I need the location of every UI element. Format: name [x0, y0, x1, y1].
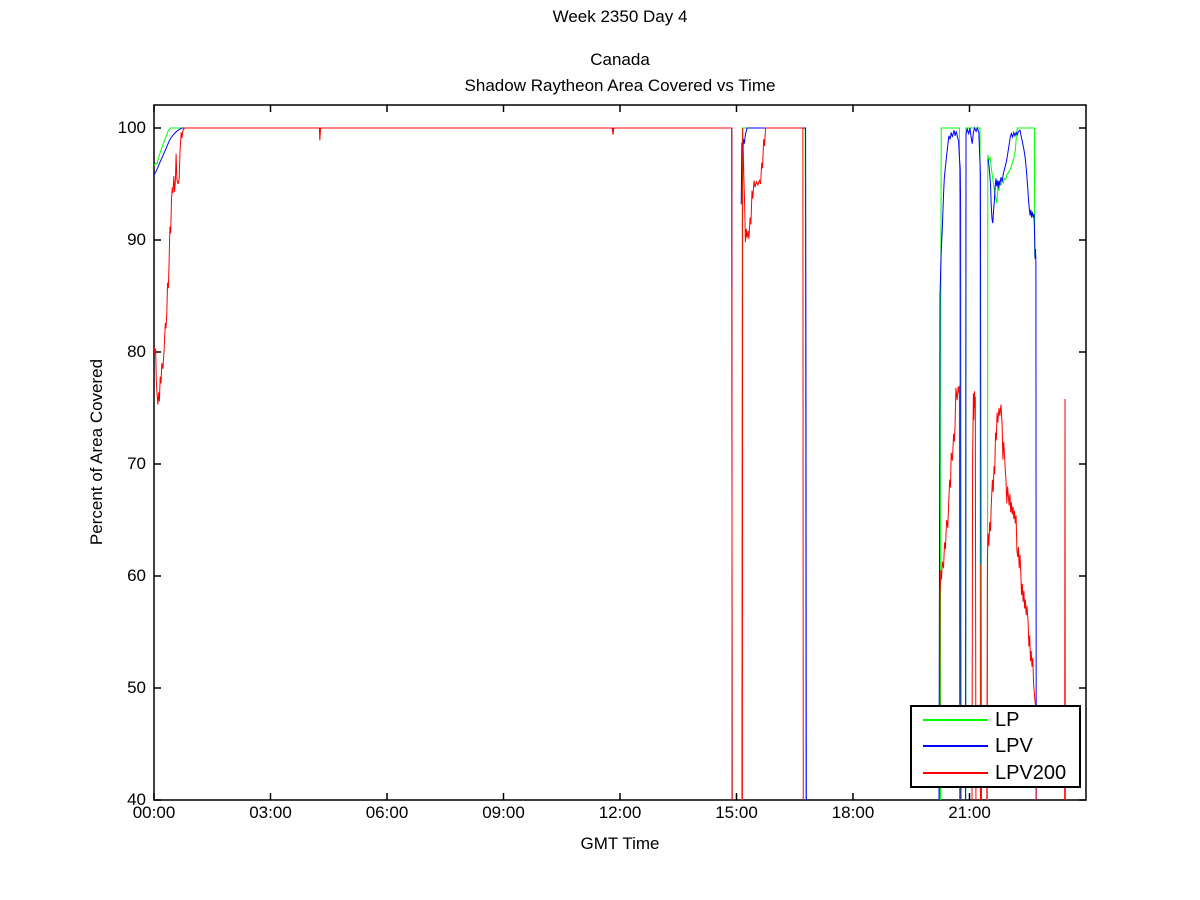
legend-row-lpv: LPV: [912, 736, 1079, 756]
y-tick-40: 40: [127, 790, 146, 809]
figure-suptitle: Week 2350 Day 4: [552, 7, 688, 26]
y-tick-80: 80: [127, 342, 146, 361]
legend-label-lpv: LPV: [995, 735, 1033, 758]
legend-label-lpv200: LPV200: [995, 761, 1067, 784]
axes-box: [153, 104, 1087, 801]
series-line-lpv: [154, 126, 1037, 800]
series-line-lpv200: [154, 127, 1066, 800]
series-line-lp: [154, 127, 1036, 800]
x-tick-1800: 18:00: [831, 803, 875, 822]
lp-line-swatch: [923, 719, 988, 722]
x-tick-2100: 21:00: [948, 803, 991, 822]
legend-row-lp: LP: [912, 710, 1079, 730]
y-tick-70: 70: [127, 454, 146, 473]
y-tick-50: 50: [127, 678, 146, 697]
lpv200-line-swatch: [923, 771, 988, 774]
x-tick-0000: 00:00: [132, 803, 176, 822]
y-tick-90: 90: [127, 230, 146, 249]
y-tick-60: 60: [127, 566, 146, 585]
y-axis-label: Percent of Area Covered: [87, 358, 106, 546]
chart-title: Canada: [590, 50, 650, 69]
x-tick-0900: 09:00: [482, 803, 525, 822]
x-tick-0300: 03:00: [249, 803, 292, 822]
x-tick-1200: 12:00: [598, 803, 642, 822]
legend-row-lpv200: LPV200: [912, 763, 1079, 783]
x-tick-1500: 15:00: [715, 803, 758, 822]
x-axis-label: GMT Time: [580, 834, 660, 853]
chart-subtitle: Shadow Raytheon Area Covered vs Time: [464, 76, 776, 95]
tick-marks: [153, 105, 1086, 801]
legend: LP LPV LPV200: [910, 705, 1081, 788]
lpv-line-swatch: [923, 745, 988, 748]
y-tick-100: 100: [117, 118, 146, 137]
x-tick-0600: 06:00: [365, 803, 409, 822]
legend-label-lp: LP: [995, 709, 1020, 732]
